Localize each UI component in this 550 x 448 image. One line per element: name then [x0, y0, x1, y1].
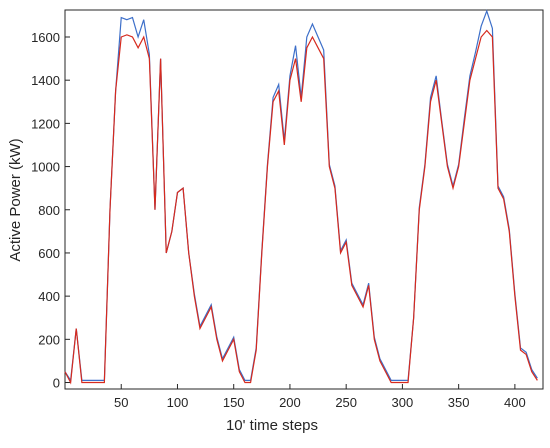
- x-tick-label: 300: [392, 395, 414, 410]
- y-tick-label: 800: [38, 203, 60, 218]
- y-tick-label: 0: [53, 376, 60, 391]
- y-tick-label: 400: [38, 289, 60, 304]
- series-line: [64, 9, 538, 383]
- x-tick-label: 350: [448, 395, 470, 410]
- y-tick-label: 1600: [31, 30, 60, 45]
- x-tick-label: 100: [167, 395, 189, 410]
- x-axis-label: 10' time steps: [226, 417, 318, 434]
- x-tick-label: 400: [504, 395, 526, 410]
- plot-frame: [64, 9, 544, 390]
- y-tick-label: 200: [38, 332, 60, 347]
- series-line: [64, 29, 538, 385]
- x-tick-label: 50: [114, 395, 128, 410]
- x-tick-label: 250: [335, 395, 357, 410]
- y-tick-label: 600: [38, 246, 60, 261]
- y-tick-label: 1200: [31, 116, 60, 131]
- y-tick-label: 1000: [31, 160, 60, 175]
- x-tick-label: 150: [223, 395, 245, 410]
- y-axis-label: Active Power (kW): [7, 138, 24, 261]
- y-tick-label: 1400: [31, 73, 60, 88]
- x-tick-label: 200: [279, 395, 301, 410]
